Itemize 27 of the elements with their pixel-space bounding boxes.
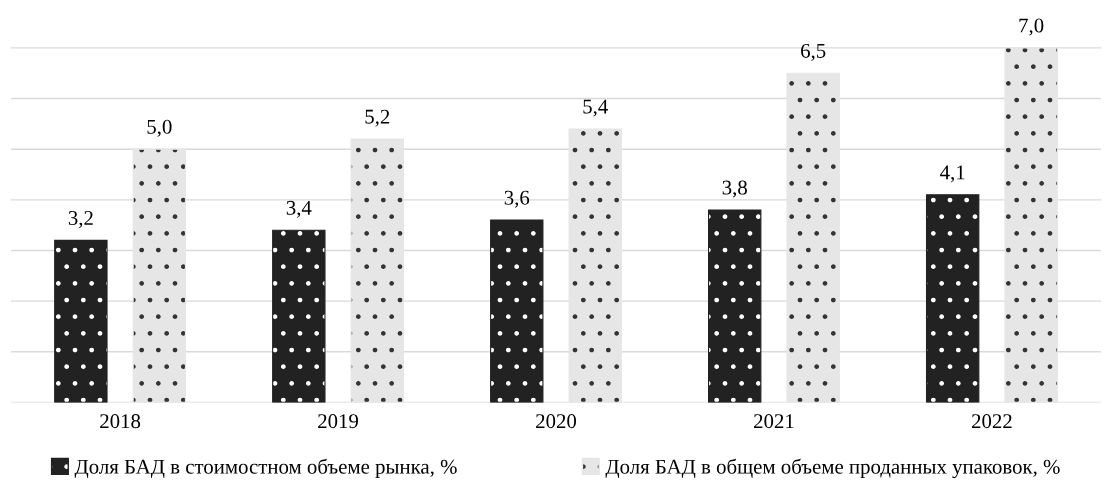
- x-tick-label: 2022: [971, 414, 1012, 429]
- data-label: 3,2: [68, 211, 93, 228]
- bar: [708, 209, 762, 403]
- x-tick-label: 2020: [536, 414, 577, 429]
- data-label: 3,6: [504, 190, 530, 208]
- bar: [54, 239, 108, 403]
- data-label: 3,4: [286, 200, 312, 218]
- legend-label: Доля БАД в общем объеме проданных упаковок, %: [605, 458, 1060, 479]
- bar: [1004, 47, 1058, 403]
- bar: [272, 229, 326, 403]
- bar: [925, 194, 980, 403]
- bar: [568, 128, 622, 403]
- legend-label: Доля БАД в стоимостном объеме рынка, %: [74, 458, 457, 479]
- data-label: 5,4: [583, 99, 608, 117]
- x-tick-label: 2021: [754, 414, 794, 429]
- data-label: 3,8: [722, 180, 747, 198]
- bar: [350, 138, 404, 403]
- x-tick-label: 2018: [100, 414, 141, 429]
- bar: [490, 219, 544, 403]
- bar: [132, 148, 187, 403]
- data-label: 5,2: [365, 109, 390, 127]
- data-label: 4,1: [940, 165, 965, 183]
- data-label: 7,0: [1019, 18, 1044, 36]
- data-label: 6,5: [801, 43, 826, 61]
- x-tick-label: 2019: [318, 414, 359, 429]
- bar: [786, 72, 840, 403]
- data-label: 5,0: [147, 119, 172, 137]
